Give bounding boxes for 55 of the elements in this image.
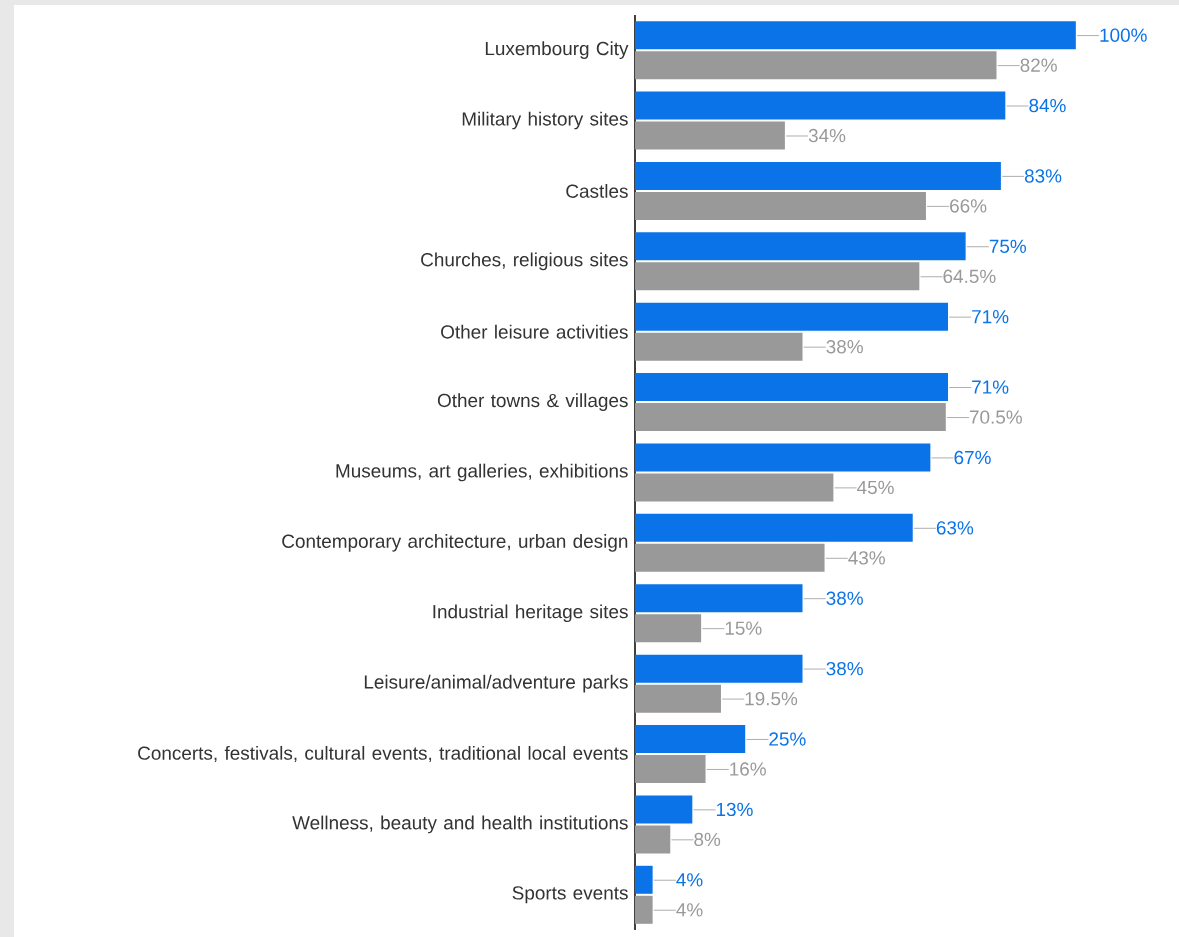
data-label: 82% (1020, 58, 1057, 72)
y-tick-label: Other leisure activities (441, 324, 628, 339)
data-label: 71% (972, 310, 1009, 324)
y-tick-label: Museums, art galleries, exhibitions (336, 463, 628, 482)
data-label: 19.5% (745, 691, 798, 706)
data-label: 15% (725, 621, 762, 635)
y-tick-label: Luxembourg City (485, 41, 629, 59)
bar (635, 232, 966, 261)
y-tick-label: Other towns & villages (437, 393, 628, 411)
y-tick-label: Contemporary architecture, urban design (282, 534, 628, 552)
y-tick-label: Concerts, festivals, cultural events, traditional local events (138, 745, 628, 763)
bar (635, 373, 948, 402)
y-tick-label: Sports events (512, 886, 628, 904)
bar (635, 262, 920, 291)
data-label: 63% (936, 521, 974, 535)
bar (635, 161, 1001, 190)
data-label: 16% (730, 762, 766, 776)
y-tick-label: Military history sites (462, 111, 628, 130)
bar (635, 795, 693, 824)
y-tick-label: Leisure/animal/adventure parks (364, 674, 628, 693)
data-label: 34% (808, 128, 846, 143)
bar (635, 865, 653, 894)
data-label: 8% (694, 832, 721, 847)
bar (635, 654, 803, 683)
y-tick-label: Churches, religious sites (421, 252, 628, 271)
data-label: 25% (769, 732, 806, 746)
data-label: 75% (989, 239, 1027, 253)
bar (635, 443, 931, 472)
data-label: 100% (1100, 28, 1147, 42)
data-label: 4% (676, 873, 703, 887)
y-tick-label: Industrial heritage sites (433, 604, 628, 623)
bar (635, 584, 803, 613)
data-label: 67% (954, 450, 991, 465)
bar (635, 51, 997, 80)
data-label: 71% (972, 380, 1009, 394)
data-label: 38% (826, 591, 863, 605)
data-label: 13% (716, 802, 753, 817)
data-label: 66% (950, 199, 987, 213)
data-label: 70.5% (969, 410, 1022, 424)
data-label: 45% (857, 480, 894, 495)
data-label: 64.5% (943, 269, 996, 284)
y-tick-label: Wellness, beauty and health institutions (292, 815, 628, 834)
data-label: 43% (848, 551, 885, 565)
data-label: 38% (826, 661, 863, 676)
bar (635, 725, 746, 754)
bar (635, 21, 1076, 50)
y-tick-label: Castles (566, 183, 628, 198)
bar (635, 513, 913, 542)
data-label: 83% (1024, 169, 1062, 183)
data-label: 84% (1029, 98, 1066, 113)
data-label: 4% (676, 903, 703, 917)
bar (635, 473, 834, 502)
data-label: 38% (826, 340, 863, 354)
bar (635, 302, 948, 331)
bar (635, 91, 1006, 120)
